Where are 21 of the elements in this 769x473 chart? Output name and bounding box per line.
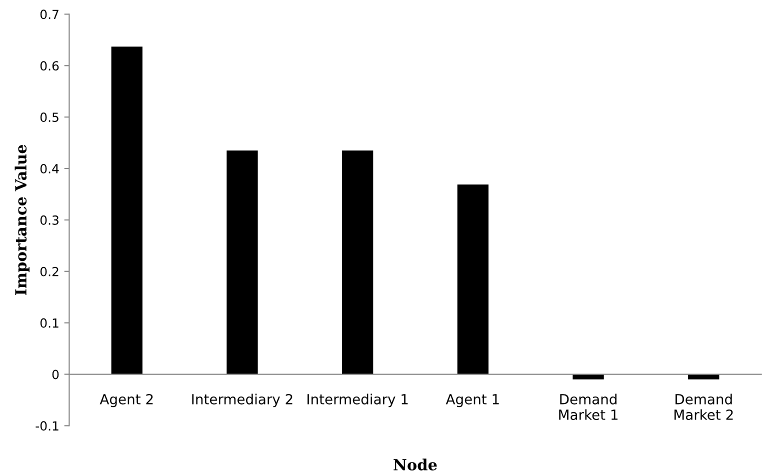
y-tick-label: 0.6: [40, 61, 59, 71]
bar: [342, 150, 374, 374]
x-tick-label: Intermediary 2: [192, 394, 292, 408]
y-tick-label: 0: [52, 370, 59, 380]
y-tick-label: 0.1: [40, 318, 58, 328]
y-tick-label: 0.7: [40, 10, 58, 20]
bar: [226, 150, 258, 374]
y-axis-title: Importance Value: [14, 144, 30, 296]
y-tick-label: 0.5: [40, 112, 58, 122]
bar: [111, 46, 142, 374]
y-tick-label: 0.4: [40, 164, 59, 174]
bar: [457, 184, 489, 374]
y-tick-label: -0.1: [36, 421, 58, 431]
x-tick-label: Demand Market 2: [674, 394, 733, 420]
x-axis-title: Node: [394, 458, 437, 470]
x-tick-label: Agent 1: [446, 394, 499, 408]
y-tick-label: 0.2: [40, 266, 58, 276]
y-tick-label: 0.3: [40, 215, 58, 225]
x-tick-label: Demand Market 1: [559, 394, 618, 420]
x-tick-label: Intermediary 1: [308, 394, 408, 408]
x-tick-label: Agent 2: [100, 394, 153, 408]
